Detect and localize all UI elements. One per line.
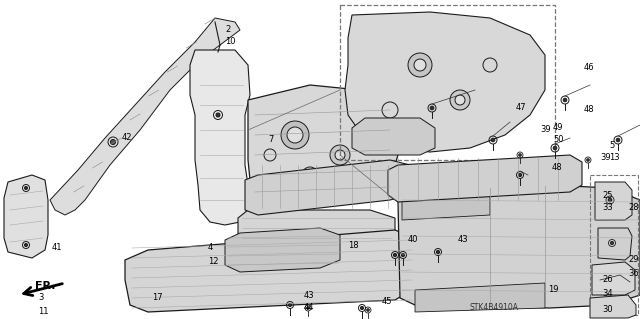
Circle shape [563, 98, 567, 102]
Polygon shape [590, 295, 636, 318]
Polygon shape [595, 182, 632, 220]
Text: 39: 39 [540, 125, 550, 135]
Circle shape [608, 198, 612, 202]
Text: 5: 5 [609, 140, 614, 150]
Circle shape [450, 90, 470, 110]
Circle shape [587, 159, 589, 161]
Text: 30: 30 [602, 306, 612, 315]
Text: 10: 10 [225, 38, 236, 47]
Circle shape [553, 146, 557, 150]
Polygon shape [4, 175, 48, 258]
Circle shape [216, 113, 220, 117]
Text: 45: 45 [382, 298, 392, 307]
Circle shape [430, 106, 434, 110]
Circle shape [616, 138, 620, 142]
Polygon shape [190, 50, 250, 225]
Polygon shape [248, 85, 400, 208]
Polygon shape [50, 18, 240, 215]
Circle shape [307, 307, 309, 309]
Polygon shape [598, 228, 632, 260]
Polygon shape [398, 185, 640, 308]
Text: 43: 43 [458, 235, 468, 244]
Circle shape [401, 253, 404, 256]
Circle shape [24, 187, 28, 189]
Text: 7: 7 [268, 136, 273, 145]
Text: 25: 25 [602, 190, 612, 199]
Text: 40: 40 [408, 235, 419, 244]
Bar [340, 5, 555, 160]
Text: 18: 18 [348, 241, 358, 249]
Circle shape [611, 241, 614, 244]
Polygon shape [402, 188, 490, 220]
Circle shape [330, 145, 350, 165]
Circle shape [394, 253, 397, 256]
Text: 11: 11 [38, 307, 49, 315]
Circle shape [436, 250, 440, 254]
Text: 17: 17 [152, 293, 163, 302]
Polygon shape [245, 160, 410, 215]
Circle shape [335, 150, 345, 160]
Polygon shape [388, 155, 582, 202]
Circle shape [492, 138, 495, 142]
Text: 33: 33 [602, 204, 612, 212]
Polygon shape [125, 230, 420, 312]
Polygon shape [225, 228, 340, 272]
Polygon shape [238, 210, 395, 248]
Text: 43: 43 [304, 291, 315, 300]
Text: FR.: FR. [35, 281, 56, 291]
Circle shape [518, 154, 522, 156]
Circle shape [455, 95, 465, 105]
Polygon shape [352, 118, 435, 155]
Text: 34: 34 [602, 288, 612, 298]
Circle shape [287, 127, 303, 143]
Bar [590, 175, 638, 315]
Text: 44: 44 [304, 303, 314, 313]
Text: 42: 42 [122, 133, 132, 143]
Text: 48: 48 [552, 164, 563, 173]
Text: 46: 46 [584, 63, 595, 72]
Text: 13: 13 [609, 153, 620, 162]
Text: 19: 19 [548, 286, 559, 294]
Text: 50: 50 [553, 136, 563, 145]
Polygon shape [345, 12, 545, 152]
Text: 12: 12 [208, 256, 218, 265]
Circle shape [367, 309, 369, 311]
Circle shape [408, 53, 432, 77]
Circle shape [289, 303, 292, 307]
Circle shape [518, 174, 522, 177]
Text: 2: 2 [225, 26, 230, 34]
Circle shape [111, 139, 115, 145]
Text: STK4B4910A: STK4B4910A [470, 303, 519, 313]
Text: 4: 4 [208, 243, 213, 253]
Text: 39: 39 [600, 153, 611, 162]
Text: 26: 26 [602, 276, 612, 285]
Text: 48: 48 [584, 106, 595, 115]
Polygon shape [592, 262, 635, 295]
Text: 49: 49 [553, 122, 563, 131]
Text: 28: 28 [628, 204, 639, 212]
Text: 36: 36 [628, 269, 639, 278]
Circle shape [414, 59, 426, 71]
Text: 29: 29 [628, 256, 639, 264]
Text: 3: 3 [38, 293, 44, 302]
Circle shape [24, 243, 28, 247]
Circle shape [281, 121, 309, 149]
Circle shape [360, 307, 364, 309]
Text: 47: 47 [516, 103, 527, 113]
Text: 41: 41 [52, 243, 63, 253]
Polygon shape [415, 283, 545, 312]
